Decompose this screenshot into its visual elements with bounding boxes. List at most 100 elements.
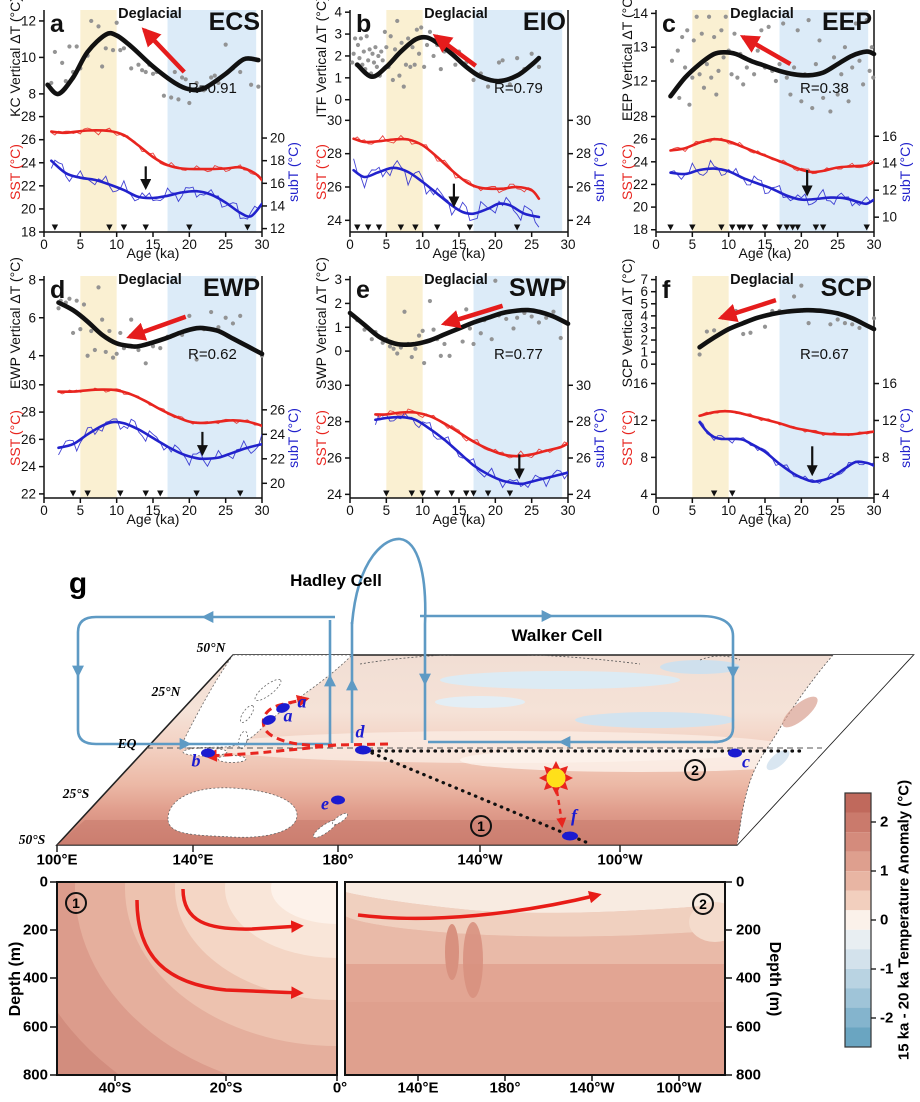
lat-label-50s: 50°S	[18, 832, 46, 847]
sst-curve	[50, 129, 262, 182]
svg-text:30: 30	[576, 113, 591, 128]
panel-b: 0 5 10 15 20 25 30 0 1 2 3 4 24 26 28 30 24 26 28 30 b EIO …	[306, 0, 612, 266]
svg-text:28: 28	[327, 146, 342, 161]
section-2-badge: 2	[692, 893, 714, 915]
x-axis-title: Age (ka)	[126, 511, 180, 527]
svg-text:24: 24	[270, 427, 286, 442]
svg-text:0: 0	[346, 503, 354, 518]
panel-f: 0 5 10 15 20 25 30 0 1 2 3 4 5 6 7 4 8 12 16 4 8 12 16 f SCP D…	[612, 259, 918, 532]
colorbar-tick-n2: -2	[880, 1009, 894, 1027]
svg-text:12: 12	[882, 413, 897, 428]
lon-label-140w: 140°W	[457, 851, 503, 869]
depth-tick-0-right: 0	[736, 873, 745, 891]
svg-text:8: 8	[640, 450, 648, 465]
walker-cell-label: Walker Cell	[511, 626, 603, 645]
sst-curve	[374, 410, 568, 458]
svg-text:4: 4	[640, 487, 648, 502]
glacial-band	[167, 10, 257, 232]
svg-text:20: 20	[21, 201, 36, 216]
subt-axis-title: subT (°C)	[591, 408, 607, 468]
lon-label-180: 180°	[322, 851, 354, 869]
age-control-markers	[383, 490, 514, 497]
vertical-dt-curve	[668, 49, 877, 99]
svg-text:6: 6	[640, 284, 648, 299]
lon-label-100e: 100°E	[36, 851, 78, 869]
holocene-band	[692, 276, 729, 498]
site-label-a2: a	[283, 705, 293, 726]
svg-text:1: 1	[334, 320, 342, 335]
sst-axis-title: SST (°C)	[7, 410, 23, 466]
anomaly-map	[55, 654, 915, 852]
deglacial-label: Deglacial	[118, 6, 182, 22]
svg-text:10: 10	[415, 237, 430, 252]
svg-text:10: 10	[21, 50, 36, 65]
depth-section-2	[344, 881, 732, 1081]
lat-label-50n: 50°N	[196, 640, 226, 655]
svg-text:5: 5	[689, 237, 697, 252]
insolation-arrow	[555, 790, 567, 829]
y-axis-title: SWP Vertical ΔT (°C)	[313, 257, 329, 389]
svg-text:5: 5	[689, 503, 697, 518]
site-label-a1: a	[297, 691, 307, 712]
svg-text:25: 25	[218, 237, 233, 252]
depth-tick-200-left: 200	[22, 921, 48, 939]
axes	[651, 10, 879, 237]
svg-text:26: 26	[633, 132, 648, 147]
svg-text:2: 2	[334, 48, 342, 63]
lat-label-eq: EQ	[117, 736, 137, 751]
subt-axis-title: subT (°C)	[285, 142, 301, 202]
japan-islands	[254, 678, 282, 702]
scatter-points	[669, 14, 876, 114]
svg-text:25: 25	[830, 503, 845, 518]
svg-text:30: 30	[254, 503, 269, 518]
svg-text:25: 25	[830, 237, 845, 252]
axes	[345, 10, 573, 237]
deglacial-arrow	[717, 298, 777, 323]
raw-series	[57, 387, 262, 468]
svg-text:10: 10	[882, 210, 897, 225]
svg-text:26: 26	[21, 432, 36, 447]
axes	[39, 276, 267, 503]
deglacial-arrow	[739, 35, 792, 67]
svg-text:24: 24	[576, 487, 592, 502]
svg-text:3: 3	[640, 320, 648, 335]
svg-text:1: 1	[334, 70, 342, 85]
sec1-tick-20s: 20°S	[209, 1079, 243, 1097]
svg-text:20: 20	[270, 476, 285, 491]
svg-text:0: 0	[334, 92, 342, 107]
glacial-band	[167, 276, 257, 498]
depth-axis-title-right: Depth (m)	[766, 941, 783, 1017]
svg-text:20: 20	[270, 131, 285, 146]
correlation-label: R=0.77	[494, 346, 543, 363]
scatter-points	[350, 18, 542, 89]
vertical-dt-curve	[347, 307, 571, 348]
svg-text:20: 20	[488, 503, 503, 518]
svg-text:26: 26	[327, 180, 342, 195]
raw-series	[50, 127, 262, 220]
svg-text:18: 18	[21, 225, 36, 240]
deglacial-arrow	[126, 314, 187, 341]
svg-text:25: 25	[524, 237, 539, 252]
vertical-dt-curve	[45, 30, 261, 97]
svg-text:18: 18	[633, 222, 648, 237]
lon-label-140e: 140°E	[172, 851, 214, 869]
deglacial-arrow	[432, 34, 478, 68]
map-sections-canvas	[50, 537, 915, 1081]
sst-curve	[57, 388, 262, 427]
svg-text:4: 4	[640, 308, 648, 323]
lat-label-25s: 25°S	[62, 786, 90, 801]
deglacial-label: Deglacial	[424, 272, 488, 288]
svg-text:0: 0	[40, 503, 48, 518]
svg-text:2: 2	[640, 333, 648, 348]
region-label: EWP	[203, 274, 260, 302]
aleutian-arc	[359, 655, 641, 665]
svg-text:5: 5	[383, 503, 391, 518]
svg-text:28: 28	[327, 414, 342, 429]
panel-letter: d	[50, 276, 66, 304]
svg-text:8: 8	[882, 450, 890, 465]
site-label-d: d	[355, 721, 365, 742]
svg-text:20: 20	[488, 237, 503, 252]
svg-text:4: 4	[882, 487, 890, 502]
